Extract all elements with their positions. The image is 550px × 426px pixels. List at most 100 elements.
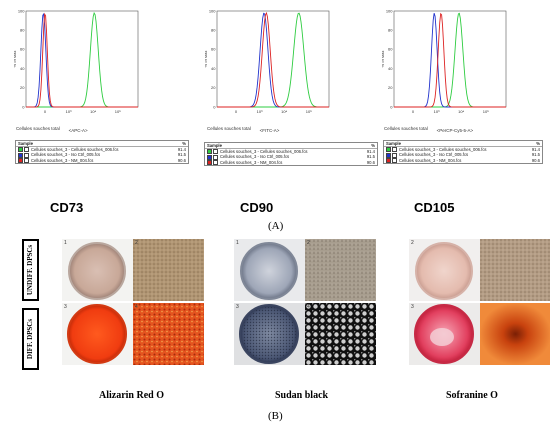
- x-tick-label: 10³: [434, 109, 440, 114]
- y-tick-label: 20: [388, 85, 393, 90]
- legend-swatch-outline: [213, 154, 218, 160]
- marker-label-cd105: CD105: [414, 200, 455, 215]
- stain-label-sudan: Sudan black: [275, 390, 329, 401]
- y-tick-label: 80: [211, 28, 216, 33]
- sample-gate-label: Cellules souches total: [384, 126, 428, 131]
- tile-number: 3: [64, 304, 67, 310]
- tile-number: 3: [236, 304, 239, 310]
- legend-swatch-outline: [24, 147, 29, 153]
- legend-row: Cellules souches_3 - Iso Ctrl_005.fcs 91.…: [205, 154, 377, 160]
- tile-number: 2: [135, 240, 138, 246]
- y-tick-label: 100: [386, 8, 393, 13]
- legend-swatch: [207, 149, 212, 155]
- histogram-curve: [394, 12, 506, 108]
- sudan-diff-dish: [234, 303, 305, 365]
- alizarin-undiff-micro: [133, 239, 204, 301]
- tile-number: 4: [307, 304, 310, 310]
- legend-swatch-outline: [392, 152, 397, 158]
- y-tick-label: 20: [211, 85, 216, 90]
- legend-header-pct: %: [182, 141, 186, 146]
- tile-number: 4: [135, 304, 138, 310]
- stain-label-alizarin: Alizarin Red O: [99, 390, 164, 401]
- legend-header-pct: %: [536, 141, 540, 146]
- legend-row: Cellules souches_3 - NM_004.fcs 90.6: [384, 158, 542, 163]
- histogram-curve: [394, 12, 506, 108]
- sample-gate-label: Cellules souches total: [16, 126, 60, 131]
- y-tick-label: 60: [388, 47, 393, 52]
- legend-percent: 91.4: [531, 147, 540, 153]
- tile-number: 1: [236, 240, 239, 246]
- channel-label: <FITC-A>: [259, 128, 280, 133]
- y-tick-label: 40: [20, 66, 25, 71]
- legend-row: Cellules souches_3 - NM_004.fcs 90.6: [16, 158, 188, 163]
- y-tick-label: 100: [18, 8, 25, 13]
- y-tick-label: 0: [22, 104, 25, 109]
- legend-sample-name: Cellules souches_3 - Iso Ctrl_005.fcs: [220, 154, 290, 160]
- histogram-legend: Sample% Cellules souches_3 - Cellules sou…: [204, 142, 378, 166]
- histogram-curve: [394, 12, 506, 108]
- legend-header-sample: Sample: [207, 143, 222, 148]
- sample-gate-label: Cellules souches total: [207, 126, 251, 131]
- histogram-cd73: 100 80 60 40 20 0 % of Max 0 10³ 10⁴ 10⁵: [14, 8, 139, 114]
- y-tick-label: 60: [211, 47, 216, 52]
- panel-label-a: (A): [268, 220, 284, 232]
- legend-swatch-outline: [24, 157, 29, 163]
- histogram-curve: [217, 12, 329, 108]
- safranin-diff-micro: [480, 303, 550, 365]
- legend-percent: 91.4: [177, 147, 186, 153]
- y-tick-label: 40: [211, 66, 216, 71]
- y-axis-label: % of Max: [382, 51, 385, 68]
- legend-row: Cellules souches_3 - Iso Ctrl_005.fcs 91.…: [384, 152, 542, 158]
- alizarin-diff-dish: [62, 303, 133, 365]
- legend-percent: 90.6: [177, 157, 186, 163]
- y-tick-label: 40: [388, 66, 393, 71]
- row-label-diff-text: DIFF. DPSCs: [26, 318, 35, 360]
- legend-percent: 91.5: [366, 154, 375, 160]
- legend-swatch: [386, 157, 391, 163]
- legend-row: Cellules souches_3 - Cellules souches_00…: [16, 147, 188, 153]
- legend-header-sample: Sample: [386, 141, 401, 146]
- safranin-diff-dish: [409, 303, 480, 365]
- legend-swatch-outline: [392, 147, 397, 153]
- legend-swatch-outline: [213, 149, 218, 155]
- y-tick-label: 0: [390, 104, 393, 109]
- histogram-legend: Sample% Cellules souches_3 - Cellules sou…: [15, 140, 189, 164]
- histogram-cd105: 100 80 60 40 20 0 % of Max 0 10³ 10⁴ 10⁵: [382, 8, 507, 114]
- legend-percent: 90.6: [366, 159, 375, 165]
- sudan-undiff-micro: [305, 239, 376, 301]
- legend-row: Cellules souches_3 - Cellules souches_00…: [384, 147, 542, 153]
- histogram-curve: [217, 12, 329, 108]
- legend-header-sample: Sample: [18, 141, 33, 146]
- legend-swatch: [18, 152, 23, 158]
- x-tick-label: 0: [235, 109, 238, 114]
- y-tick-label: 60: [20, 47, 25, 52]
- alizarin-undiff-dish: [62, 239, 133, 301]
- legend-sample-name: Cellules souches_3 - Cellules souches_00…: [399, 147, 487, 153]
- legend-percent: 91.5: [177, 152, 186, 158]
- y-tick-label: 0: [213, 104, 216, 109]
- histogram-curve: [26, 12, 138, 108]
- legend-swatch: [386, 147, 391, 153]
- x-tick-label: 10³: [257, 109, 263, 114]
- x-tick-label: 10⁵: [483, 109, 489, 114]
- legend-row: Cellules souches_3 - Cellules souches_00…: [205, 149, 377, 155]
- legend-percent: 91.4: [366, 149, 375, 155]
- alizarin-diff-micro: [133, 303, 204, 365]
- marker-label-cd90: CD90: [240, 200, 274, 215]
- row-label-undiff-text: UNDIFF. DPSCs: [26, 244, 35, 296]
- tile-number: 2: [307, 240, 310, 246]
- x-tick-label: 10⁵: [115, 109, 121, 114]
- histogram-curve: [217, 11, 329, 108]
- legend-percent: 91.5: [531, 152, 540, 158]
- x-tick-label: 10⁴: [281, 109, 287, 114]
- histogram-legend: Sample% Cellules souches_3 - Cellules sou…: [383, 140, 543, 164]
- legend-swatch-outline: [24, 152, 29, 158]
- legend-swatch: [18, 157, 23, 163]
- legend-sample-name: Cellules souches_3 - NM_004.fcs: [31, 157, 94, 163]
- legend-swatch: [386, 152, 391, 158]
- y-axis-label: % of Max: [14, 51, 17, 68]
- row-label-undiff: UNDIFF. DPSCs: [22, 239, 39, 301]
- plot-frame: [216, 10, 330, 108]
- y-tick-label: 100: [209, 8, 216, 13]
- legend-header-pct: %: [371, 143, 375, 148]
